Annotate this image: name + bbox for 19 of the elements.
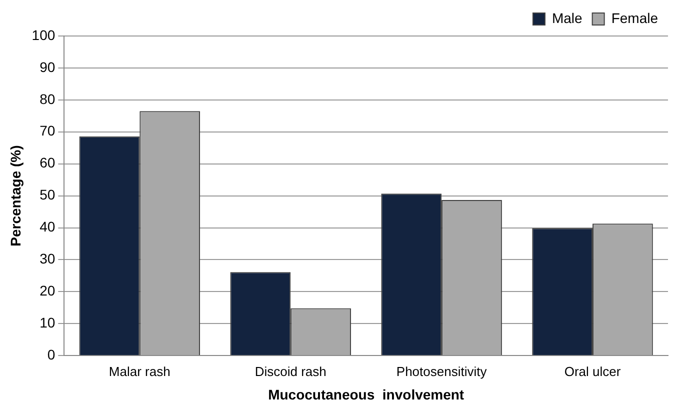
y-tick-label: 70: [40, 122, 56, 139]
y-tick-label: 80: [40, 90, 56, 107]
x-tick-label: Discoid rash: [254, 364, 326, 379]
legend-label: Female: [611, 10, 658, 26]
y-tick-label: 100: [32, 26, 56, 43]
y-tick-label: 60: [40, 154, 56, 171]
y-tick-label: 0: [47, 346, 56, 362]
legend-label: Male: [552, 10, 583, 26]
x-tick-label: Oral ulcer: [564, 364, 622, 379]
y-tick-label: 50: [40, 186, 56, 203]
x-tick-label: Photosensitivity: [396, 364, 488, 379]
x-tick-label: Malar rash: [108, 364, 170, 379]
y-tick-label: 20: [40, 282, 56, 299]
y-tick-label: 40: [40, 218, 56, 235]
y-tick-label: 10: [40, 314, 56, 330]
y-tick-label: 30: [40, 250, 56, 267]
y-axis-title: Percentage (%): [7, 145, 24, 246]
y-tick-label: 90: [40, 58, 56, 75]
x-axis-title: Mucocutaneous involvement: [268, 386, 464, 402]
